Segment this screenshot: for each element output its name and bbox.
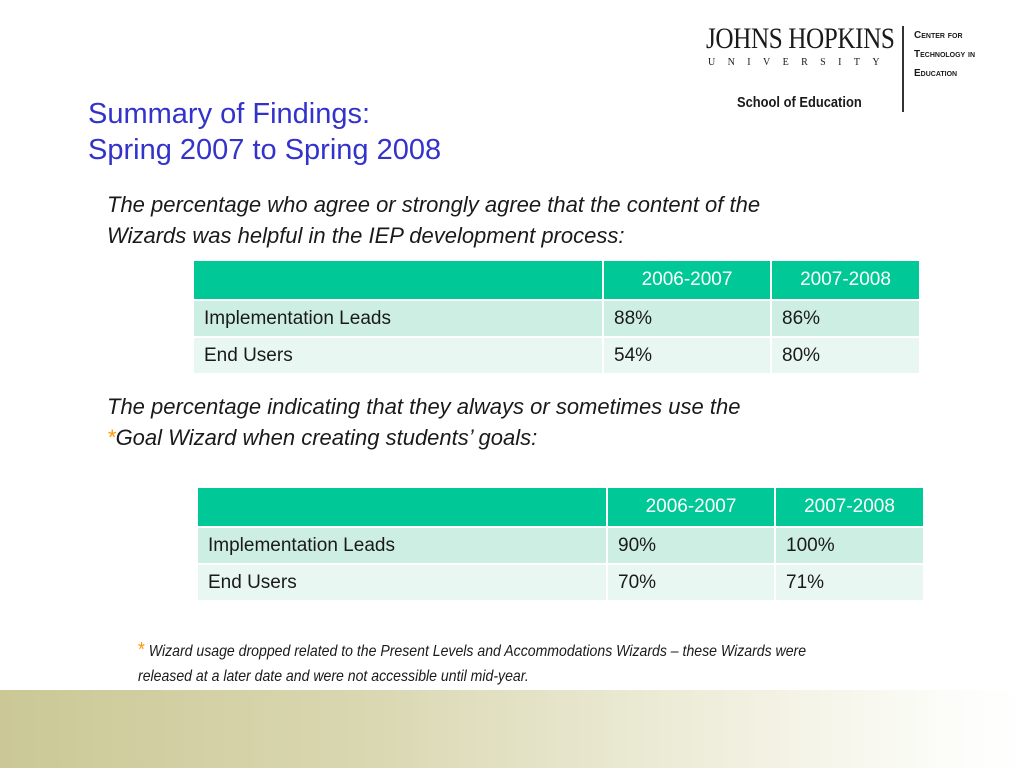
table-goal-wizard-usage: 2006-2007 2007-2008 Implementation Leads… [196,486,925,602]
table-row: Implementation Leads 90% 100% [196,526,925,565]
footnote: * Wizard usage dropped related to the Pr… [138,638,838,689]
table-content-helpful: 2006-2007 2007-2008 Implementation Leads… [192,259,921,375]
question-text-before: The percentage indicating that they alwa… [107,394,741,419]
cell-value: 100% [774,526,925,565]
footnote-body: * Wizard usage dropped related to the Pr… [138,638,833,689]
question-content-helpful: The percentage who agree or strongly agr… [107,192,761,248]
question-goal-wizard-usage: The percentage indicating that they alwa… [107,391,787,453]
table-row: End Users 54% 80% [192,336,921,375]
row-label: End Users [196,563,608,602]
logo-divider [902,26,904,112]
cell-value: 80% [770,336,921,375]
cell-value: 71% [774,563,925,602]
question-text-after: Goal Wizard when creating students’ goal… [115,425,538,450]
logo-university-word: UNIVERSITY [708,57,892,68]
cell-value: 86% [770,299,921,338]
footnote-text: Wizard usage dropped related to the Pres… [138,643,807,685]
cell-value: 54% [602,336,772,375]
title-line-2: Spring 2007 to Spring 2008 [88,134,442,166]
bottom-gradient-band [0,690,1024,768]
logo-center-line-3: Education [914,68,958,79]
asterisk-marker: * [107,425,116,450]
logo-center-line-2: Technology in [914,49,976,60]
footnote-asterisk: * [138,639,145,661]
logo-school-name: School of Education [737,94,862,111]
jhu-logo: JOHNS HOPKINS UNIVERSITY School of Educa… [704,22,1004,114]
slide-title: Summary of Findings: Spring 2007 to Spri… [88,96,441,168]
cell-value: 70% [606,563,776,602]
table-header-2006-2007: 2006-2007 [602,259,772,301]
logo-university-name: JOHNS HOPKINS [706,22,895,55]
table-header-row: 2006-2007 2007-2008 [196,486,925,528]
row-label: Implementation Leads [196,526,608,565]
table-header-empty [192,259,604,301]
table-row: End Users 70% 71% [196,563,925,602]
table-header-2006-2007: 2006-2007 [606,486,776,528]
row-label: End Users [192,336,604,375]
table-header-row: 2006-2007 2007-2008 [192,259,921,301]
cell-value: 90% [606,526,776,565]
logo-center-name: Center for Technology in Education [914,26,975,83]
table-header-2007-2008: 2007-2008 [774,486,925,528]
table-header-empty [196,486,608,528]
logo-center-line-1: Center for [914,30,963,41]
cell-value: 88% [602,299,772,338]
table-row: Implementation Leads 88% 86% [192,299,921,338]
title-line-1: Summary of Findings: [88,98,371,130]
row-label: Implementation Leads [192,299,604,338]
table-header-2007-2008: 2007-2008 [770,259,921,301]
